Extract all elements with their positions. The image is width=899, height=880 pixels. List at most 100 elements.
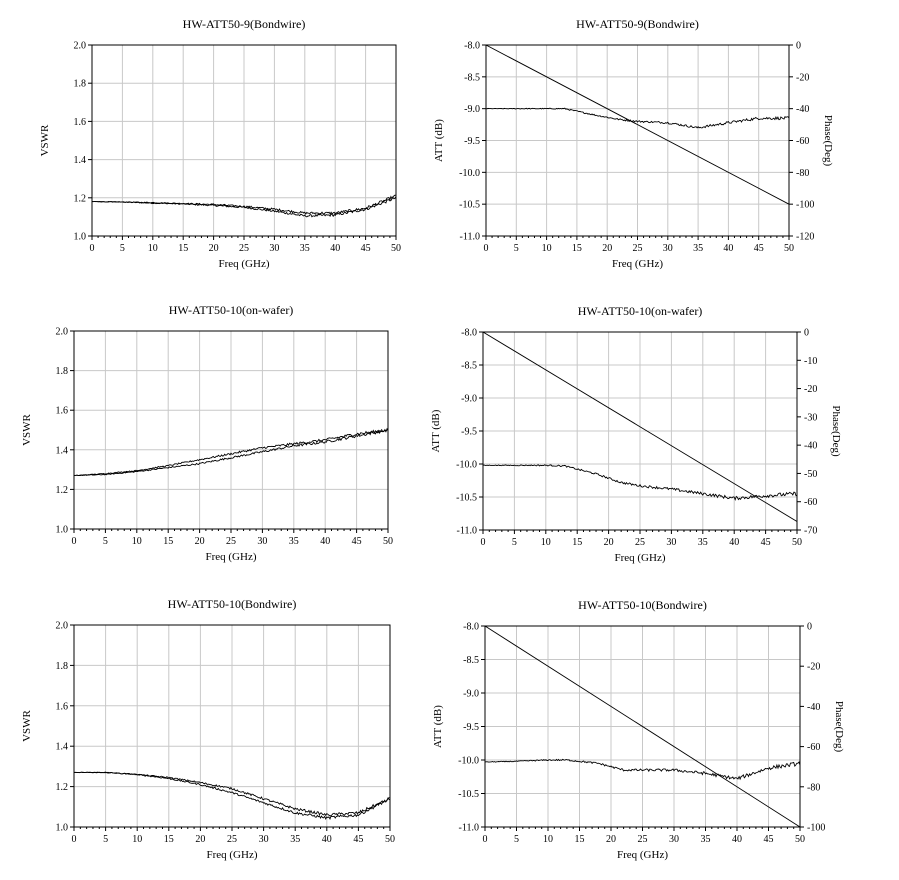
x-tick-label: 15 [178, 243, 188, 254]
x-tick-label: 10 [543, 834, 553, 845]
y-tick-label: -10.5 [456, 493, 477, 504]
x-tick-label: 0 [481, 537, 486, 548]
y-tick-label: 1.2 [56, 782, 69, 793]
y-tick-label: 1.0 [74, 232, 87, 243]
y-tick-label: 1.4 [74, 155, 87, 166]
y-axis-label: VSWR [21, 413, 33, 445]
x-tick-label: 20 [606, 834, 616, 845]
x-tick-label: 45 [352, 536, 362, 547]
x-tick-label: 5 [512, 537, 517, 548]
x-tick-label: 40 [729, 537, 739, 548]
x-tick-label: 15 [572, 537, 582, 548]
y-tick-label: -8.5 [463, 655, 479, 666]
x-tick-label: 25 [227, 834, 237, 845]
x-tick-label: 0 [484, 243, 489, 254]
y2-tick-label: -20 [796, 72, 809, 83]
x-tick-label: 5 [103, 834, 108, 845]
x-tick-label: 15 [575, 834, 585, 845]
y-axis-label: ATT (dB) [433, 119, 445, 162]
y2-tick-label: -80 [796, 168, 809, 179]
plot-frame [91, 44, 397, 237]
x-tick-label: 30 [669, 834, 679, 845]
x-tick-label: 25 [239, 243, 249, 254]
chart-title: HW-ATT50-10(Bondwire) [578, 598, 707, 612]
x-tick-label: 5 [120, 243, 125, 254]
chart-title: HW-ATT50-10(on-wafer) [578, 304, 703, 318]
y2-tick-label: -120 [796, 232, 814, 243]
y-tick-label: 1.2 [56, 485, 69, 496]
y2-tick-label: 0 [804, 328, 809, 339]
x-tick-label: 25 [638, 834, 648, 845]
y-axis-label: VSWR [39, 124, 51, 156]
x-tick-label: 40 [723, 243, 733, 254]
x-tick-label: 20 [602, 243, 612, 254]
x-tick-label: 50 [385, 834, 395, 845]
y-tick-label: -10.0 [458, 756, 479, 767]
y2-tick-label: -60 [796, 136, 809, 147]
x-tick-label: 20 [195, 834, 205, 845]
series-line-1 [482, 464, 798, 502]
x-tick-label: 30 [666, 537, 676, 548]
x-tick-label: 50 [792, 537, 802, 548]
series-line-2 [482, 331, 798, 522]
x-tick-label: 50 [391, 243, 401, 254]
y-tick-label: -11.0 [457, 526, 477, 537]
y2-tick-label: -40 [796, 104, 809, 115]
x-axis-label: Freq (GHz) [218, 258, 269, 270]
x-tick-label: 0 [483, 834, 488, 845]
chart-title: HW-ATT50-9(Bondwire) [183, 17, 306, 31]
x-tick-label: 15 [572, 243, 582, 254]
y2-tick-label: -100 [807, 823, 825, 834]
x-tick-label: 25 [226, 536, 236, 547]
y-tick-label: -9.0 [464, 104, 480, 115]
y2-tick-label: -40 [807, 702, 820, 713]
series-line-2 [485, 44, 790, 205]
x-tick-label: 50 [784, 243, 794, 254]
x-axis-label: Freq (GHz) [612, 258, 663, 270]
y2-tick-label: -20 [807, 662, 820, 673]
y-tick-label: -8.5 [461, 361, 477, 372]
x-tick-label: 30 [259, 834, 269, 845]
x-tick-label: 50 [795, 834, 805, 845]
x-tick-label: 30 [269, 243, 279, 254]
chart-panel-1: 0 5 10 15 20 25 30 35 40 45 50 1.0 1.2 1.4 1.6 1.8 2.0 HW… [39, 17, 401, 270]
y-tick-label: 2.0 [74, 41, 87, 52]
y-tick-label: -10.5 [458, 789, 479, 800]
y-tick-label: 1.8 [74, 79, 87, 90]
x-tick-label: 35 [290, 834, 300, 845]
series-line-2 [73, 771, 391, 817]
y-axis-label: ATT (dB) [430, 409, 442, 452]
x-tick-label: 20 [604, 537, 614, 548]
x-tick-label: 35 [701, 834, 711, 845]
x-tick-label: 35 [300, 243, 310, 254]
chart-panel-5: 0 5 10 15 20 25 30 35 40 45 50 1.0 1.2 1.4 1.6 1.8 2.0 HW… [21, 597, 395, 861]
y-tick-label: 1.8 [56, 661, 69, 672]
y-tick-label: 1.0 [56, 823, 69, 834]
x-tick-label: 40 [732, 834, 742, 845]
y-tick-label: -8.0 [461, 328, 477, 339]
x-tick-label: 0 [72, 536, 77, 547]
x-tick-label: 35 [289, 536, 299, 547]
y2-tick-label: -40 [804, 441, 817, 452]
x-tick-label: 10 [132, 834, 142, 845]
y-tick-label: 1.6 [74, 117, 87, 128]
y-tick-label: 1.8 [56, 366, 69, 377]
x-tick-label: 50 [383, 536, 393, 547]
y-tick-label: -9.5 [464, 136, 480, 147]
y2-tick-label: -30 [804, 412, 817, 423]
x-axis-label: Freq (GHz) [206, 849, 257, 861]
x-tick-label: 45 [754, 243, 764, 254]
x-tick-label: 10 [542, 243, 552, 254]
y-tick-label: -8.0 [464, 41, 480, 52]
y-tick-label: -9.5 [463, 722, 479, 733]
plot-frame [484, 625, 801, 828]
y-tick-label: -10.0 [459, 168, 480, 179]
series-line-1 [484, 758, 801, 781]
x-tick-label: 15 [164, 834, 174, 845]
x-tick-label: 45 [361, 243, 371, 254]
y-tick-label: 2.0 [56, 327, 69, 338]
y-tick-label: 1.4 [56, 742, 69, 753]
x-tick-label: 20 [195, 536, 205, 547]
x-tick-label: 30 [663, 243, 673, 254]
